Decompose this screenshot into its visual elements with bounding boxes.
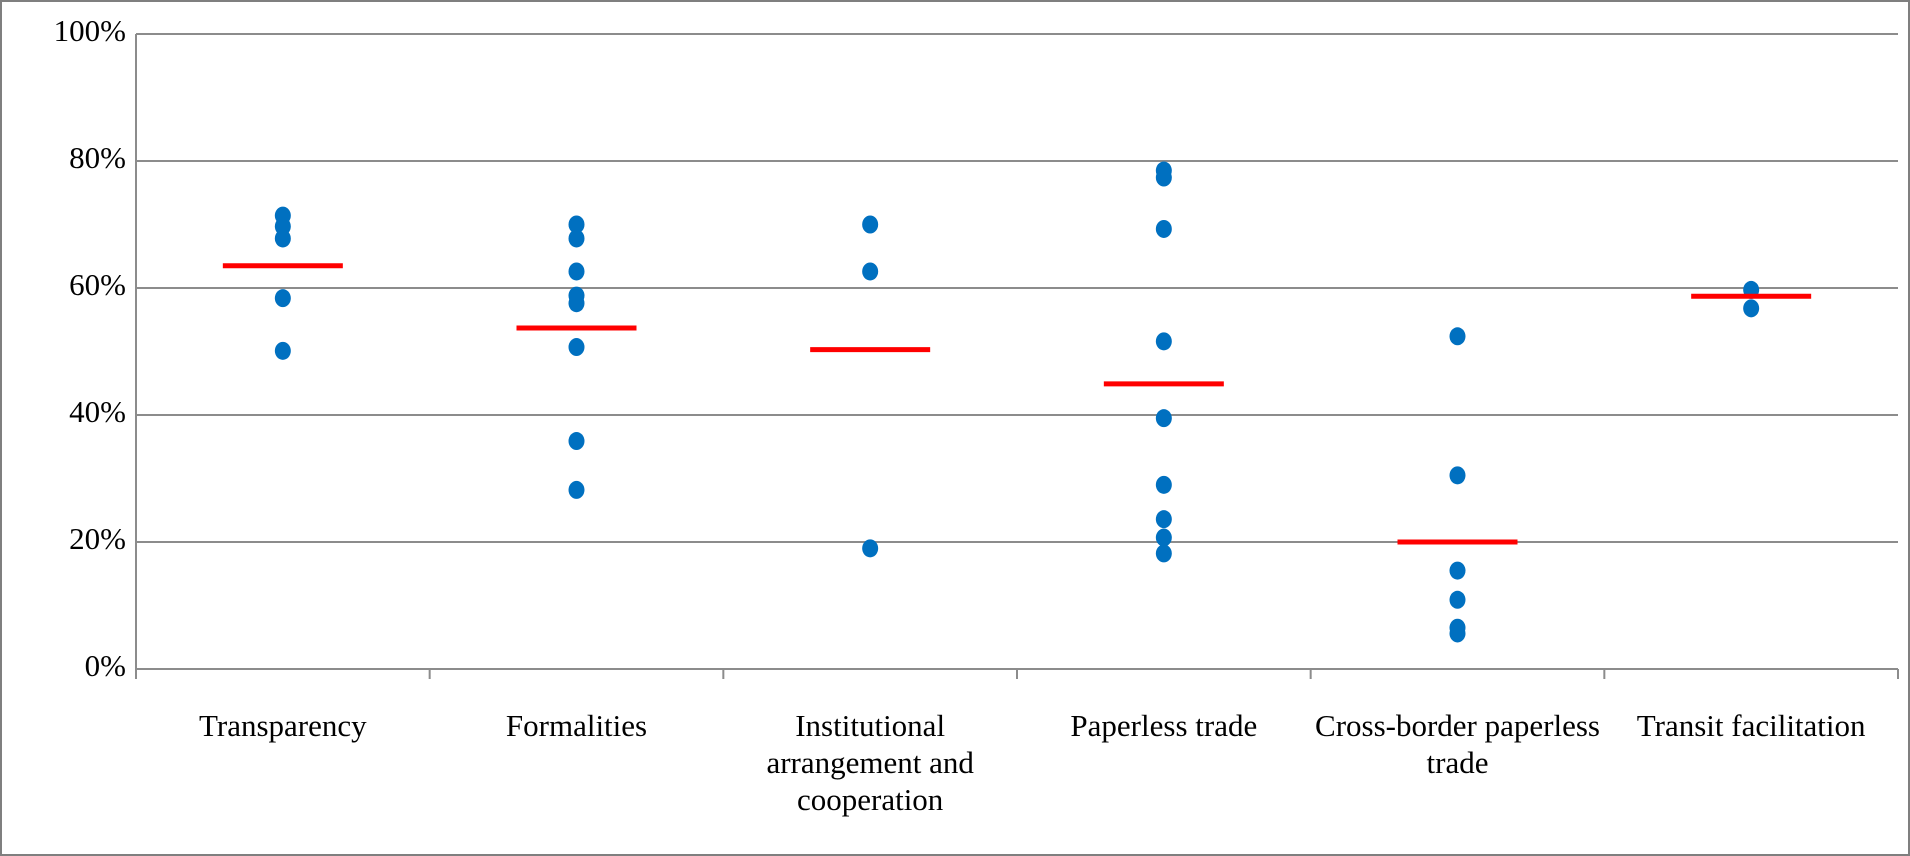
point	[1743, 299, 1760, 318]
point	[274, 341, 291, 360]
x-tick-label: Formalities	[505, 708, 648, 743]
point	[1155, 544, 1172, 563]
point	[568, 480, 585, 499]
point	[1449, 327, 1466, 346]
y-tick-label: 60%	[69, 267, 126, 302]
point	[1155, 475, 1172, 494]
point	[568, 432, 585, 451]
point	[568, 215, 585, 234]
x-tick-label: Transparency	[199, 708, 367, 743]
x-tick-label: Institutional arrangement and cooperatio…	[766, 708, 974, 817]
x-tick-label: Cross-border paperless trade	[1315, 708, 1600, 780]
point	[862, 262, 879, 281]
x-tick-label: Transit facilitation	[1636, 708, 1866, 743]
point	[568, 338, 585, 357]
point	[568, 262, 585, 281]
y-tick-label: 40%	[69, 394, 126, 429]
y-tick-label: 20%	[69, 521, 126, 556]
point	[1155, 528, 1172, 547]
y-tick-label: 0%	[85, 648, 126, 683]
point	[568, 229, 585, 248]
point	[274, 289, 291, 308]
point	[1449, 590, 1466, 609]
point	[1449, 466, 1466, 485]
point	[1449, 624, 1466, 643]
point	[862, 215, 879, 234]
point	[862, 539, 879, 558]
y-tick-label: 100%	[54, 13, 126, 48]
x-tick-label: Paperless trade	[1070, 708, 1258, 743]
point	[274, 229, 291, 248]
point	[1155, 168, 1172, 187]
point	[1155, 332, 1172, 351]
point	[1155, 409, 1172, 428]
point	[1155, 219, 1172, 238]
point	[1155, 510, 1172, 529]
point	[1449, 561, 1466, 580]
y-tick-label: 80%	[69, 140, 126, 175]
point	[568, 294, 585, 313]
